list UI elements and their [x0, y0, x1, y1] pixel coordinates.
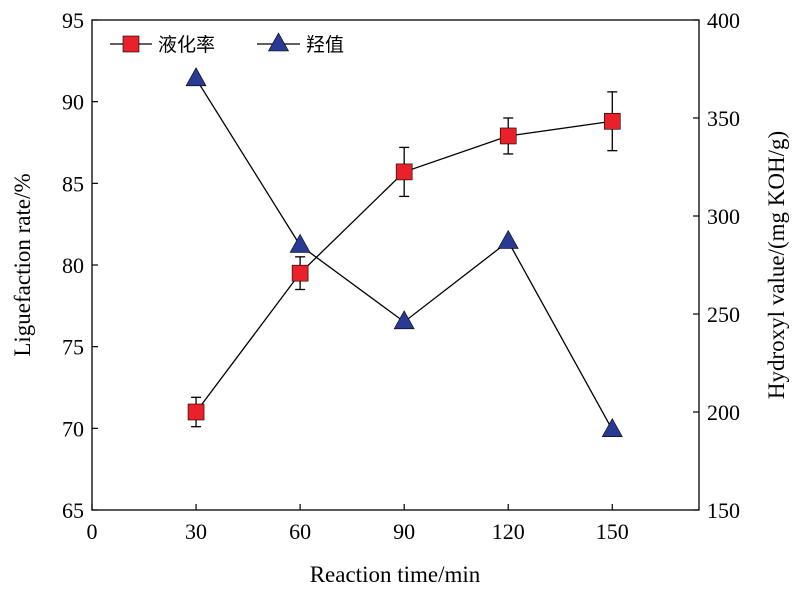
y-left-tick-label: 75 — [62, 335, 84, 360]
data-point-liquefaction — [395, 163, 413, 181]
y-right-tick-label: 200 — [707, 400, 740, 425]
x-axis-ticks: 0 30 60 90 120 150 — [87, 504, 629, 544]
y-right-tick-label: 400 — [707, 8, 740, 33]
x-tick-label: 150 — [596, 519, 629, 544]
x-tick-label: 120 — [492, 519, 525, 544]
y-right-tick-label: 300 — [707, 204, 740, 229]
y-right-tick-label: 350 — [707, 106, 740, 131]
data-point-hydroxyl — [601, 418, 623, 437]
y-left-tick-label: 80 — [62, 253, 84, 278]
y-right-axis-title: Hydroxyl value/(mg KOH/g) — [764, 131, 789, 399]
x-tick-label: 30 — [185, 519, 207, 544]
y-left-tick-label: 70 — [62, 416, 84, 441]
legend-marker-liquefaction — [122, 35, 140, 53]
y-left-tick-label: 95 — [62, 8, 84, 33]
data-point-liquefaction — [603, 112, 621, 130]
data-point-liquefaction — [187, 403, 205, 421]
y-left-axis-ticks: 65 70 75 80 85 90 95 — [62, 8, 98, 523]
y-left-axis-title: Liguefaction rate/% — [10, 173, 35, 356]
series-layer — [185, 67, 623, 437]
data-point-hydroxyl — [289, 233, 311, 253]
y-left-tick-label: 90 — [62, 90, 84, 115]
x-tick-label: 60 — [289, 519, 311, 544]
data-point-hydroxyl — [497, 229, 519, 249]
y-right-tick-label: 150 — [707, 498, 740, 523]
legend-marker-hydroxyl — [267, 32, 290, 52]
y-left-tick-label: 85 — [62, 171, 84, 196]
y-right-axis-ticks: 150 200 250 300 350 400 — [693, 8, 740, 523]
series-line-hydroxyl — [195, 78, 613, 430]
y-right-tick-label: 250 — [707, 302, 740, 327]
x-axis-title: Reaction time/min — [310, 562, 481, 587]
data-point-liquefaction — [291, 264, 309, 282]
y-left-tick-label: 65 — [62, 498, 84, 523]
data-point-hydroxyl — [393, 310, 415, 330]
data-point-liquefaction — [499, 127, 517, 145]
x-tick-label: 0 — [87, 519, 98, 544]
legend: 液化率 羟值 — [110, 32, 344, 56]
legend-label-hydroxyl: 羟值 — [306, 34, 344, 56]
legend-label-liquefaction: 液化率 — [158, 34, 215, 56]
data-point-hydroxyl — [185, 67, 207, 87]
x-tick-label: 90 — [393, 519, 415, 544]
